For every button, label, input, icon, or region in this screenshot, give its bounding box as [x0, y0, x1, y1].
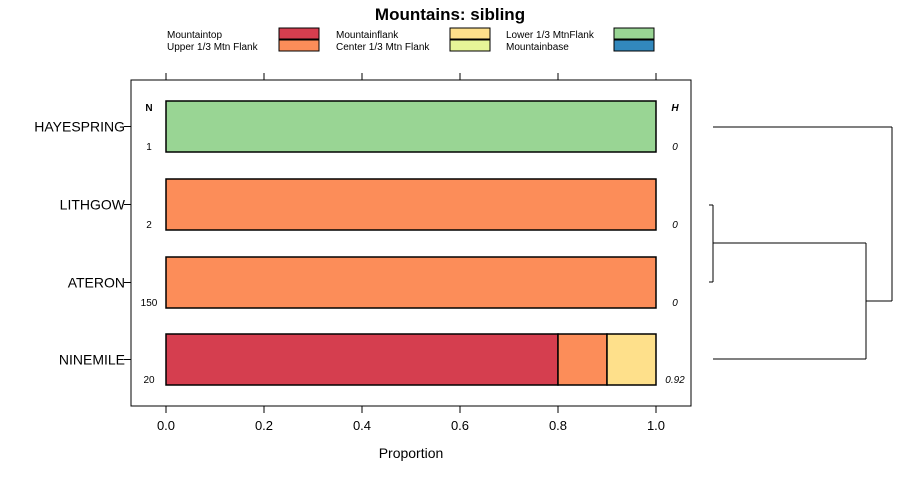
legend-swatch [449, 39, 491, 52]
n-value: 150 [141, 298, 158, 309]
legend-label: Lower 1/3 MtnFlank [506, 30, 595, 41]
legend-swatch [278, 39, 320, 52]
plot-frame [130, 79, 692, 407]
h-header: H [671, 103, 679, 114]
category-label: LITHGOW [60, 197, 126, 213]
legend-label: Mountainflank [336, 30, 399, 41]
legend-swatch [613, 39, 655, 52]
x-axis-label: Proportion [379, 445, 444, 461]
bar-segment [165, 333, 559, 386]
axes: 0.0 0.2 0.4 0.6 0.8 1.0 [124, 73, 665, 433]
bar-segment [606, 333, 657, 386]
legend-label: Mountaintop [167, 30, 222, 41]
x-tick-label: 1.0 [647, 418, 665, 433]
legend-swatch [613, 27, 655, 40]
dendrogram [709, 126, 893, 360]
bars [165, 100, 657, 386]
legend-swatch [278, 27, 320, 40]
x-tick-label: 0.2 [255, 418, 273, 433]
legend-label: Center 1/3 Mtn Flank [336, 42, 430, 53]
x-tick-label: 0.4 [353, 418, 371, 433]
h-value: 0.92 [665, 375, 685, 386]
bar-segment [165, 178, 657, 231]
legend-swatch [449, 27, 491, 40]
n-header: N [145, 103, 152, 114]
x-tick-label: 0.8 [549, 418, 567, 433]
chart-title: Mountains: sibling [375, 5, 525, 24]
x-tick-label: 0.6 [451, 418, 469, 433]
legend-label: Mountainbase [506, 42, 569, 53]
bar-segment [165, 100, 657, 153]
category-label: HAYESPRING [34, 119, 125, 135]
h-value: 0 [672, 142, 678, 153]
x-tick-label: 0.0 [157, 418, 175, 433]
h-value: 0 [672, 298, 678, 309]
n-value: 1 [146, 142, 152, 153]
n-value: 20 [143, 375, 155, 386]
bar-segment [165, 256, 657, 309]
category-label: NINEMILE [59, 352, 125, 368]
legend-label: Upper 1/3 Mtn Flank [167, 42, 259, 53]
h-value: 0 [672, 220, 678, 231]
n-value: 2 [146, 220, 152, 231]
bar-segment [557, 333, 608, 386]
category-label: ATERON [68, 275, 125, 291]
